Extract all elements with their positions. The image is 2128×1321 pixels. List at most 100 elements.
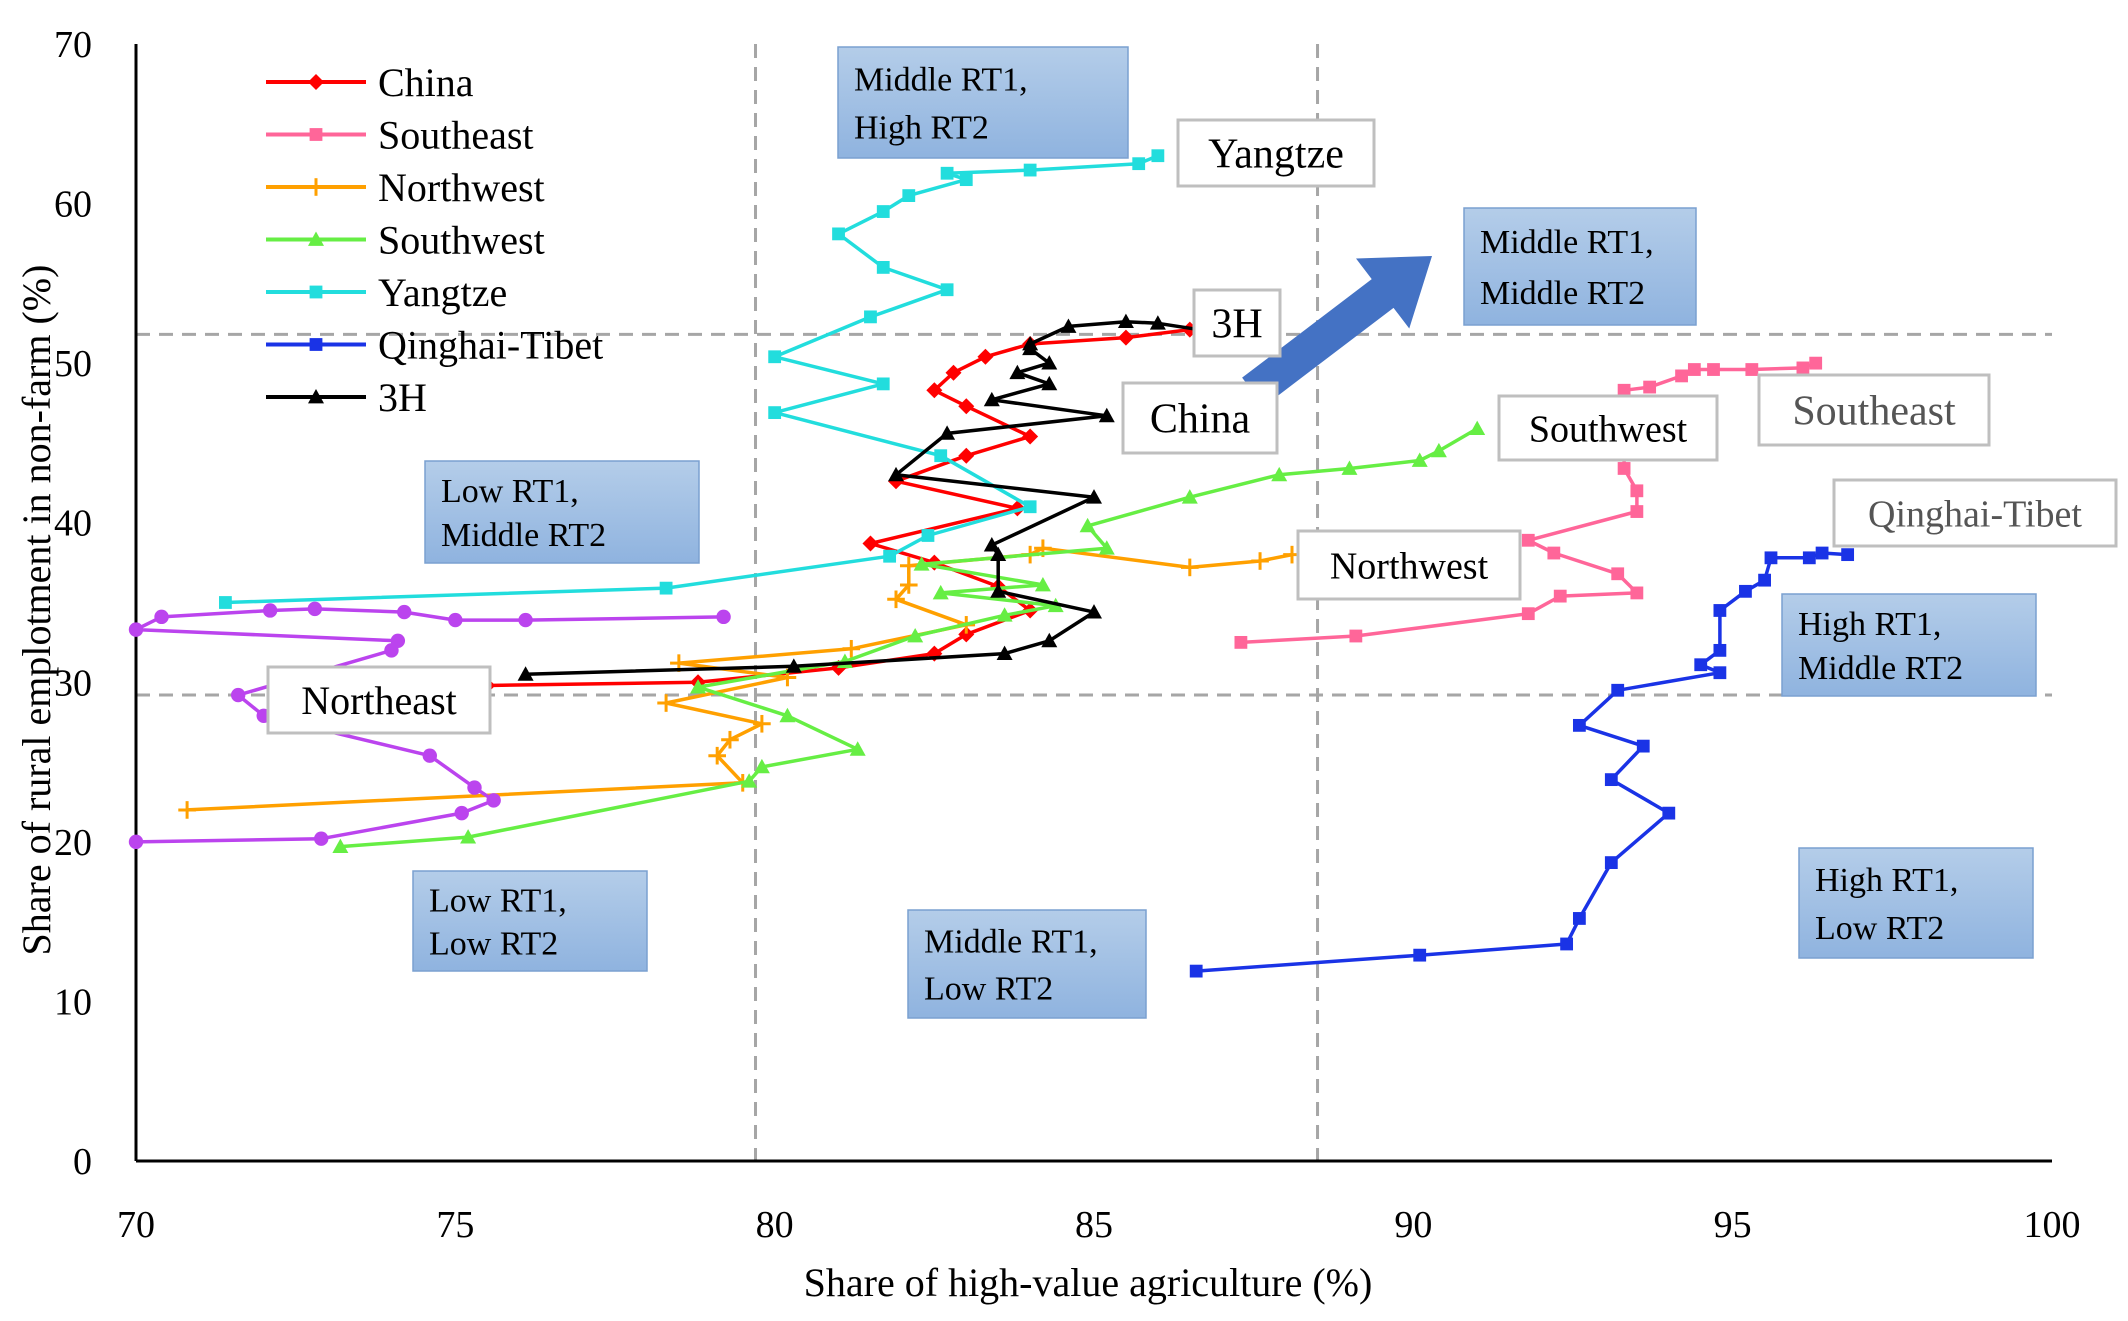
data-point — [1413, 948, 1427, 962]
annotation-layer: Yangtze 3H China Southwest Southeast Qinghai-… — [266, 118, 2118, 735]
series-qinghai-tibet — [1189, 546, 1855, 978]
data-point — [1151, 149, 1165, 163]
data-point — [1023, 500, 1037, 514]
data-point — [1572, 718, 1586, 732]
data-point — [1271, 466, 1288, 482]
data-point — [1132, 157, 1146, 171]
data-point — [902, 189, 916, 202]
series-layer — [128, 149, 1855, 978]
data-point — [178, 801, 196, 819]
data-point — [307, 601, 323, 617]
quadrant-text: High RT1, — [1815, 862, 1958, 899]
quadrant-text: High RT2 — [854, 110, 989, 147]
annotation-northeast: Northeast — [266, 665, 492, 735]
data-point — [1023, 163, 1037, 177]
y-tick-label: 10 — [54, 981, 92, 1023]
data-point — [842, 639, 861, 658]
y-tick-label: 70 — [54, 24, 92, 66]
x-tick-label: 100 — [2024, 1204, 2081, 1246]
data-point — [1617, 462, 1631, 475]
quadrant-text: Middle RT1, — [924, 924, 1098, 961]
data-point — [939, 425, 956, 440]
data-point — [390, 633, 406, 648]
annotation-text: 3H — [1211, 302, 1262, 348]
quadrant-box — [412, 870, 648, 972]
data-point — [1687, 363, 1701, 376]
series-northeast — [128, 601, 731, 850]
data-point — [785, 658, 802, 673]
y-tick-label: 60 — [54, 184, 92, 226]
data-point — [486, 793, 501, 808]
legend-label: Southeast — [378, 113, 534, 158]
data-point — [1041, 375, 1058, 391]
data-point — [1841, 548, 1855, 562]
series-yangtze — [219, 149, 1165, 609]
data-point — [1469, 420, 1486, 435]
data-point — [1411, 452, 1428, 467]
data-point — [309, 128, 323, 141]
data-point — [958, 398, 975, 415]
data-point — [1086, 604, 1102, 619]
data-point — [1251, 552, 1269, 570]
data-point — [1802, 551, 1816, 565]
quadrant-text: Middle RT2 — [1480, 275, 1645, 312]
data-point — [1181, 558, 1199, 577]
annotation-text: China — [1150, 397, 1251, 443]
y-tick-label: 30 — [54, 662, 92, 704]
data-point — [1630, 586, 1644, 600]
data-point — [753, 714, 771, 733]
x-tick-label: 70 — [117, 1204, 155, 1246]
data-point — [1430, 442, 1447, 458]
data-point — [1662, 806, 1676, 820]
data-point — [768, 406, 782, 420]
legend-item-china: China — [266, 60, 474, 105]
trend-arrow — [1242, 256, 1432, 407]
data-point — [690, 679, 707, 694]
data-point — [1796, 361, 1810, 375]
data-point — [448, 612, 463, 628]
data-point — [1764, 551, 1778, 565]
data-point — [883, 549, 897, 563]
quadrant-text: Low RT1, — [441, 473, 579, 510]
data-point — [1098, 407, 1115, 423]
data-point — [887, 590, 905, 609]
data-point — [308, 231, 324, 246]
legend: China Southeast Northwest Southwest Yangtze Q… — [266, 60, 603, 420]
legend-label: Qinghai-Tibet — [378, 323, 603, 368]
data-point — [314, 831, 329, 846]
data-point — [467, 780, 482, 795]
data-point — [1815, 546, 1829, 560]
data-point — [899, 576, 918, 594]
quadrant-label-low-low: Low RT1, Low RT2 — [412, 870, 648, 972]
series-line — [487, 327, 1191, 688]
data-point — [1547, 546, 1561, 560]
data-point — [308, 74, 324, 90]
quadrant-box — [837, 46, 1129, 159]
data-point — [1636, 739, 1650, 753]
quadrant-text: Middle RT1, — [854, 61, 1028, 98]
data-point — [1604, 773, 1618, 787]
data-point — [876, 205, 890, 218]
data-point — [708, 746, 726, 765]
legend-item-southeast: Southeast — [266, 113, 534, 158]
data-point — [1694, 658, 1708, 672]
data-point — [768, 350, 782, 364]
data-point — [1713, 666, 1727, 680]
y-axis-label: Share of rural emplotment in non-farm (%… — [14, 265, 59, 956]
data-point — [1149, 315, 1166, 330]
legend-item-yangtze: Yangtze — [266, 270, 507, 315]
trend-arrow-layer — [1242, 256, 1432, 407]
data-point — [1022, 335, 1039, 351]
data-point — [1560, 937, 1574, 951]
data-point — [926, 382, 943, 399]
quadrant-labels: Middle RT1, High RT2 Middle RT1, Middle RT2… — [412, 46, 2037, 1019]
y-tick-label: 0 — [73, 1141, 92, 1183]
quadrant-box — [907, 909, 1147, 1019]
data-point — [332, 838, 349, 854]
data-point — [1341, 460, 1358, 475]
data-point — [1611, 567, 1625, 581]
x-tick-label: 80 — [756, 1204, 794, 1246]
annotation-text: Northeast — [301, 678, 457, 723]
data-point — [1060, 318, 1077, 333]
annotation-box — [1497, 394, 1719, 462]
